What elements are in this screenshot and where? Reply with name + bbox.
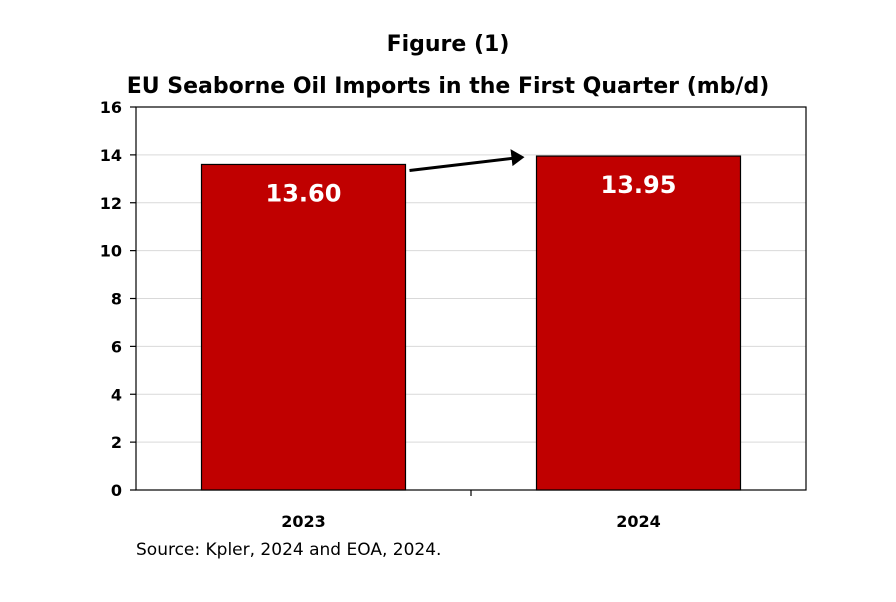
y-axis: 0 2 4 6 8 10 12 14 16 [100,98,136,500]
y-tick-label: 2 [111,433,122,452]
chart-title: EU Seaborne Oil Imports in the First Qua… [126,74,770,99]
source-note: Source: Kpler, 2024 and EOA, 2024. [136,540,442,560]
y-tick-label: 16 [100,98,122,117]
bar-2024 [535,155,742,491]
y-tick-label: 10 [100,242,122,261]
data-label-2023: 13.60 [266,179,342,207]
bars: 13.60 13.95 [200,155,742,491]
y-tick-label: 8 [111,290,122,309]
data-label-2024: 13.95 [601,171,677,199]
y-tick-label: 14 [100,146,122,165]
bar-2023 [200,163,407,491]
x-axis: 2023 2024 [281,490,661,531]
arrow-shaft [409,156,515,172]
y-tick-label: 0 [111,481,122,500]
x-tick-label: 2023 [281,512,326,531]
arrow-head [510,149,525,167]
y-tick-label: 12 [100,194,122,213]
annotation-arrow [409,149,525,172]
y-tick-label: 6 [111,337,122,356]
x-tick-label: 2024 [616,512,661,531]
y-tick-label: 4 [111,385,122,404]
figure-label: Figure (1) [386,32,510,57]
